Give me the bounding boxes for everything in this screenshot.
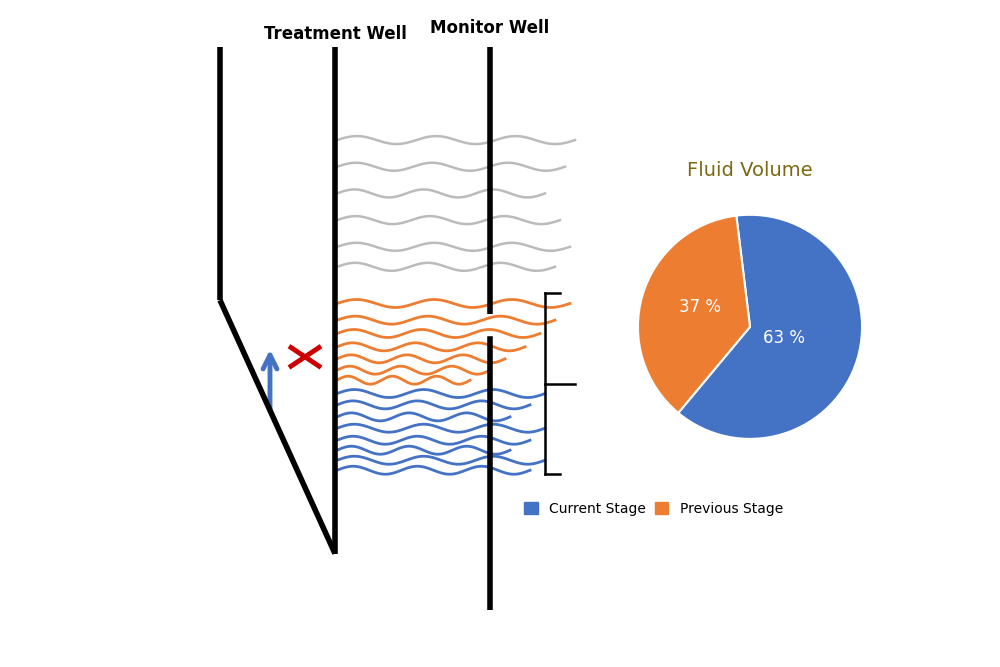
Wedge shape [678, 215, 862, 439]
Text: 63 %: 63 % [763, 329, 805, 347]
Title: Fluid Volume: Fluid Volume [687, 161, 813, 179]
Wedge shape [638, 215, 750, 413]
Text: Treatment Well: Treatment Well [264, 25, 406, 43]
Legend: Current Stage, Previous Stage: Current Stage, Previous Stage [519, 496, 788, 522]
Text: Monitor Well: Monitor Well [430, 19, 550, 37]
Text: 37 %: 37 % [679, 297, 721, 315]
